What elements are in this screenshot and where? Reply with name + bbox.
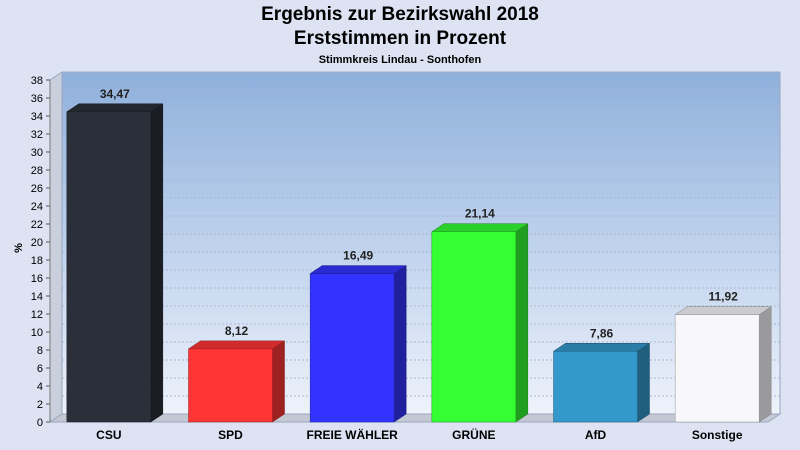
y-tick-label: 38 (31, 75, 43, 87)
bar-top (187, 340, 286, 350)
y-tick-label: 22 (31, 219, 43, 231)
y-tick-label: 34 (31, 111, 43, 123)
bar-top (431, 223, 529, 232)
y-tick-label: 30 (31, 147, 43, 159)
y-tick-label: 20 (31, 237, 43, 249)
bar-freie-wähler (309, 265, 407, 423)
y-tick-label: 26 (31, 183, 43, 195)
bar-side (272, 340, 285, 423)
value-label: 34,47 (100, 87, 130, 101)
y-tick-label: 6 (37, 363, 43, 375)
category-label: SPD (218, 428, 243, 442)
bar-front (431, 231, 517, 423)
bar-front (66, 111, 152, 423)
chart-subtitle: Erststimmen in Prozent (293, 28, 507, 49)
y-axis-label: % (13, 243, 25, 253)
value-label: 8,12 (225, 324, 249, 338)
bar-side (637, 342, 650, 423)
bar-csu (66, 103, 164, 423)
bar-side (150, 103, 164, 423)
value-label: 11,92 (708, 290, 738, 304)
bar-spd (187, 340, 286, 423)
category-label: GRÜNE (452, 427, 495, 442)
bar-front (309, 273, 395, 423)
y-tick-label: 2 (37, 399, 43, 411)
y-tick-label: 16 (31, 273, 43, 285)
plot-area (61, 71, 781, 415)
y-tick-label: 36 (31, 93, 43, 105)
bar-afd (552, 342, 651, 423)
bar-top (674, 306, 772, 315)
y-tick-label: 24 (31, 201, 43, 213)
y-tick-label: 10 (31, 327, 43, 339)
bar-grüne (431, 223, 529, 423)
side-wall (49, 71, 63, 423)
y-tick-label: 18 (31, 255, 43, 267)
value-label: 7,86 (590, 326, 614, 340)
y-tick-label: 0 (37, 417, 43, 429)
bar-top (66, 103, 164, 113)
category-label: FREIE WÄHLER (306, 427, 398, 442)
bar-side (515, 223, 529, 423)
y-tick-label: 28 (31, 165, 43, 177)
bar-top (309, 265, 407, 274)
bar-front (188, 348, 273, 423)
y-tick-label: 8 (37, 345, 43, 357)
bar-sonstige (674, 306, 772, 423)
category-label: AfD (585, 428, 607, 442)
value-label: 16,49 (343, 249, 373, 263)
category-label: Sonstige (692, 428, 743, 442)
bar-front (553, 351, 638, 423)
bar-top (552, 343, 651, 352)
y-tick-label: 12 (31, 309, 43, 321)
bar-front (674, 314, 760, 423)
y-tick-label: 4 (37, 381, 43, 393)
bar-side (393, 265, 407, 423)
category-label: CSU (96, 428, 121, 442)
bar-side (758, 306, 772, 423)
value-label: 21,14 (465, 207, 495, 221)
chart-title: Ergebnis zur Bezirkswahl 2018 (261, 4, 539, 25)
chart-caption: Stimmkreis Lindau - Sonthofen (318, 54, 482, 66)
y-tick-label: 32 (31, 129, 43, 141)
y-tick-label: 14 (31, 291, 43, 303)
